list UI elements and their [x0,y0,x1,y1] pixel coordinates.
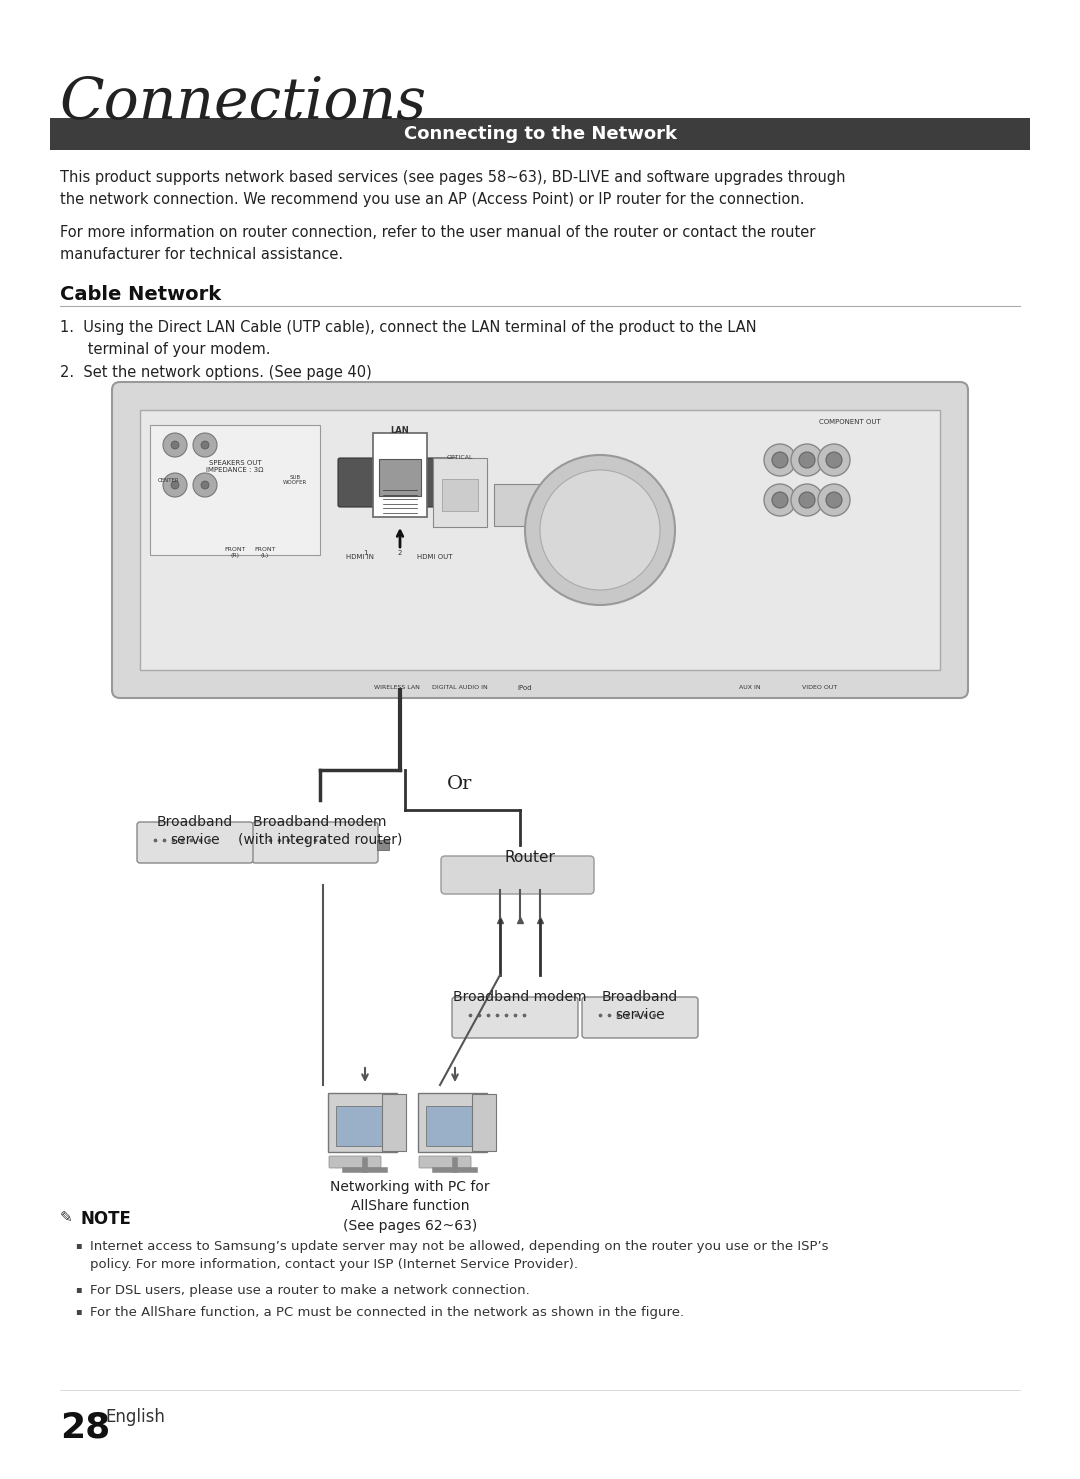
Text: FRONT
(R): FRONT (R) [225,547,246,558]
FancyBboxPatch shape [453,997,578,1038]
Text: 1: 1 [363,550,367,556]
Text: For the AllShare function, a PC must be connected in the network as shown in the: For the AllShare function, a PC must be … [90,1306,684,1319]
Circle shape [818,484,850,516]
Text: FRONT
(L): FRONT (L) [254,547,275,558]
Text: DIGITAL AUDIO IN: DIGITAL AUDIO IN [432,685,488,691]
Text: Networking with PC for
AllShare function
(See pages 62~63): Networking with PC for AllShare function… [330,1180,490,1233]
Text: HDMI OUT: HDMI OUT [417,555,453,561]
Text: For more information on router connection, refer to the user manual of the route: For more information on router connectio… [60,225,815,262]
Circle shape [171,481,179,490]
Text: Broadband modem: Broadband modem [454,989,586,1004]
Circle shape [163,433,187,457]
Circle shape [540,470,660,590]
Circle shape [818,444,850,476]
FancyBboxPatch shape [494,484,556,527]
Circle shape [764,484,796,516]
Text: Connecting to the Network: Connecting to the Network [404,126,676,143]
FancyBboxPatch shape [150,424,320,555]
Text: 2.  Set the network options. (See page 40): 2. Set the network options. (See page 40… [60,365,372,380]
Circle shape [826,493,842,507]
FancyBboxPatch shape [137,822,253,864]
FancyBboxPatch shape [112,382,968,698]
Text: Cable Network: Cable Network [60,285,221,305]
FancyBboxPatch shape [441,856,594,893]
Circle shape [201,441,210,450]
Text: 1.  Using the Direct LAN Cable (UTP cable), connect the LAN terminal of the prod: 1. Using the Direct LAN Cable (UTP cable… [60,319,757,358]
Circle shape [525,456,675,605]
FancyBboxPatch shape [472,1094,496,1151]
Text: 28: 28 [60,1409,110,1444]
Text: Broadband
service: Broadband service [602,989,678,1022]
Text: ✎: ✎ [60,1210,78,1225]
Bar [377,840,389,850]
Text: OPTICAL: OPTICAL [447,456,473,460]
Text: Router: Router [504,850,555,865]
Text: iPod: iPod [517,685,532,691]
Circle shape [171,441,179,450]
FancyBboxPatch shape [418,1093,487,1152]
Text: Internet access to Samsung’s update server may not be allowed, depending on the : Internet access to Samsung’s update serv… [90,1239,828,1270]
Circle shape [163,473,187,497]
Circle shape [772,453,788,467]
FancyBboxPatch shape [338,458,377,507]
Text: SPEAKERS OUT
IMPEDANCE : 3Ω: SPEAKERS OUT IMPEDANCE : 3Ω [206,460,264,473]
FancyBboxPatch shape [433,458,487,527]
Circle shape [772,493,788,507]
FancyBboxPatch shape [373,433,427,518]
Circle shape [799,493,815,507]
Circle shape [799,453,815,467]
Text: WIRELESS LAN: WIRELESS LAN [374,685,420,691]
Circle shape [791,444,823,476]
Text: CENTER: CENTER [158,478,179,482]
Circle shape [201,481,210,490]
Text: LAN: LAN [391,426,409,435]
Text: VIDEO OUT: VIDEO OUT [802,685,838,691]
FancyBboxPatch shape [582,997,698,1038]
FancyBboxPatch shape [419,1157,471,1168]
Text: ▪: ▪ [75,1284,82,1294]
FancyBboxPatch shape [336,1106,388,1146]
FancyBboxPatch shape [140,410,940,670]
Text: SUB
WOOFER: SUB WOOFER [283,475,307,485]
Text: ▪: ▪ [75,1306,82,1316]
Text: COMPONENT OUT: COMPONENT OUT [819,419,881,424]
Text: Broadband modem
(with integrated router): Broadband modem (with integrated router) [238,815,402,847]
Text: AUX IN: AUX IN [739,685,760,691]
Text: 2: 2 [397,550,402,556]
Text: Or: Or [447,775,473,793]
FancyBboxPatch shape [426,1106,478,1146]
Text: For DSL users, please use a router to make a network connection.: For DSL users, please use a router to ma… [90,1284,530,1297]
FancyBboxPatch shape [442,479,478,512]
FancyBboxPatch shape [379,458,421,495]
FancyBboxPatch shape [378,458,417,507]
FancyBboxPatch shape [418,458,457,507]
Text: Broadband
service: Broadband service [157,815,233,847]
FancyBboxPatch shape [328,1093,397,1152]
Circle shape [193,433,217,457]
Text: HDMI IN: HDMI IN [346,555,374,561]
Circle shape [193,473,217,497]
Text: ▪: ▪ [75,1239,82,1250]
Circle shape [791,484,823,516]
FancyBboxPatch shape [329,1157,381,1168]
Text: Connections: Connections [60,75,427,132]
Circle shape [826,453,842,467]
Circle shape [764,444,796,476]
FancyBboxPatch shape [50,118,1030,149]
Text: This product supports network based services (see pages 58~63), BD-LIVE and soft: This product supports network based serv… [60,170,846,207]
FancyBboxPatch shape [382,1094,406,1151]
Text: NOTE: NOTE [80,1210,131,1228]
FancyBboxPatch shape [252,822,378,864]
Text: English: English [105,1408,165,1426]
